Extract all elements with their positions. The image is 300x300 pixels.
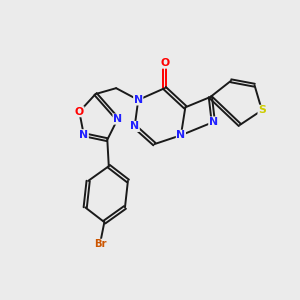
Text: N: N [79, 130, 88, 140]
Text: N: N [176, 130, 185, 140]
Text: N: N [134, 95, 143, 105]
Text: O: O [160, 58, 169, 68]
Text: N: N [209, 117, 218, 127]
Text: Br: Br [94, 239, 106, 249]
Text: O: O [75, 107, 84, 117]
Text: N: N [130, 122, 139, 131]
Text: N: N [113, 114, 122, 124]
Text: S: S [258, 105, 266, 115]
